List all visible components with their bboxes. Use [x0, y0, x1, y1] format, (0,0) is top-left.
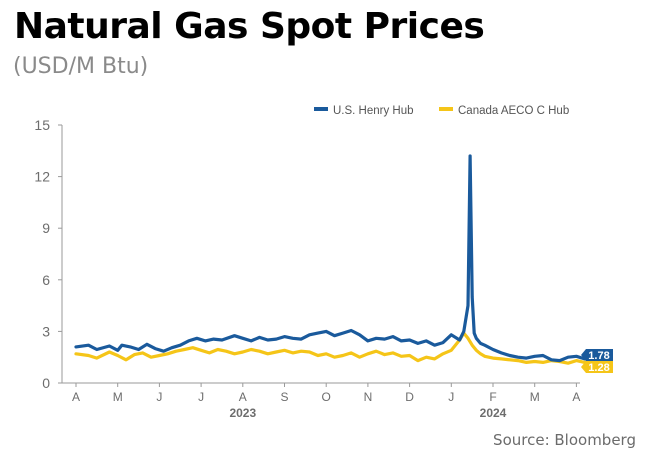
y-tick-label: 6: [42, 272, 50, 288]
y-tick-label: 9: [42, 220, 50, 236]
end-label-aeco-box: [581, 361, 613, 373]
x-tick-label: M: [113, 390, 123, 404]
legend: U.S. Henry Hub Canada AECO C Hub: [314, 105, 569, 117]
x-tick-label: S: [280, 390, 288, 404]
x-tick-label: A: [239, 390, 247, 404]
x-year-label: 2024: [480, 406, 507, 420]
y-tick-label: 3: [42, 323, 50, 339]
x-year-label: 2023: [229, 406, 256, 420]
end-value-labels: 1.781.28: [581, 349, 613, 374]
x-tick-label: A: [72, 390, 80, 404]
end-label-henry-hub: 1.78: [581, 349, 613, 362]
y-axis: 0 3 6 9 12 15: [34, 117, 63, 391]
end-label-henry-hub-box: [581, 349, 613, 361]
source-note: Source: Bloomberg: [493, 431, 636, 449]
x-axis: A M J J A S O N D J F M A 2023 2024: [62, 382, 580, 420]
x-tick-label: N: [364, 390, 373, 404]
y-tick-label: 15: [34, 117, 50, 133]
legend-label-aeco: Canada AECO C Hub: [458, 105, 569, 117]
x-tick-label: D: [405, 390, 414, 404]
y-tick-label: 12: [34, 169, 50, 185]
end-label-henry-hub-text: 1.78: [588, 350, 609, 362]
chart-title: Natural Gas Spot Prices: [14, 6, 485, 47]
end-label-aeco-text: 1.28: [588, 362, 609, 374]
x-tick-label: O: [322, 390, 331, 404]
x-tick-label: A: [572, 390, 580, 404]
series-line-aeco: [74, 331, 599, 365]
x-tick-label: M: [530, 390, 540, 404]
series-line-henry-hub: [74, 154, 599, 363]
x-tick-label: J: [448, 390, 454, 404]
legend-swatch-aeco: [439, 107, 453, 111]
y-tick-label: 0: [42, 375, 50, 391]
x-tick-label: J: [156, 390, 162, 404]
legend-swatch-henry-hub: [314, 107, 328, 111]
series-layer: [74, 154, 599, 365]
end-label-aeco: 1.28: [581, 361, 613, 374]
chart-subtitle: (USD/M Btu): [13, 54, 149, 79]
legend-label-henry-hub: U.S. Henry Hub: [333, 105, 414, 117]
x-tick-label: J: [198, 390, 204, 404]
x-tick-label: F: [489, 390, 496, 404]
